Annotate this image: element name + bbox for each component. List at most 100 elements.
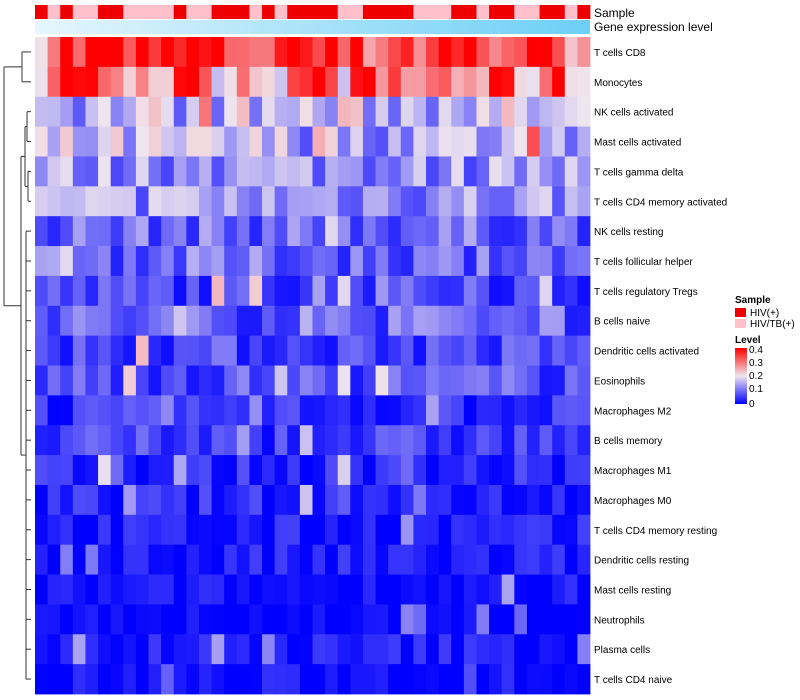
heatmap-cell xyxy=(123,216,137,247)
heatmap-cell xyxy=(552,634,566,665)
heatmap-cell xyxy=(262,335,276,366)
heatmap-cell xyxy=(123,37,137,68)
heatmap-cell xyxy=(110,425,124,456)
heatmap-cell xyxy=(274,37,288,68)
heatmap-cell xyxy=(362,514,376,546)
heatmap-cell xyxy=(211,455,225,486)
heatmap-cell xyxy=(299,664,313,695)
heatmap-cell xyxy=(274,275,288,307)
heatmap-cell xyxy=(337,514,351,546)
heatmap-cell xyxy=(85,66,99,98)
row-label: Macrophages M0 xyxy=(594,496,672,507)
heatmap-cell xyxy=(413,216,427,247)
heatmap-cell xyxy=(173,156,187,187)
row-label: Monocytes xyxy=(594,78,642,89)
heatmap-cell xyxy=(186,574,200,605)
row-label: Mast cells resting xyxy=(594,585,671,596)
heatmap-cell xyxy=(438,96,452,127)
heatmap-cell xyxy=(388,544,402,575)
heatmap-cell xyxy=(350,604,364,635)
heatmap-cell xyxy=(274,66,288,98)
heatmap-cell xyxy=(564,484,578,516)
heatmap-cell xyxy=(577,425,591,456)
heatmap-cell xyxy=(35,37,49,68)
heatmap-cell xyxy=(236,275,250,307)
heatmap-cell xyxy=(325,455,339,486)
heatmap-cell xyxy=(337,66,351,98)
sample-annotation-cell xyxy=(123,5,137,19)
heatmap-cell xyxy=(236,484,250,516)
heatmap-cell xyxy=(123,305,137,337)
sample-annotation-cell xyxy=(362,5,376,19)
heatmap-cell xyxy=(350,305,364,337)
heatmap-cell xyxy=(388,335,402,366)
heatmap-cell xyxy=(325,425,339,456)
heatmap-cell xyxy=(463,544,477,575)
heatmap-cell xyxy=(325,664,339,695)
sample-annotation-cell xyxy=(135,5,149,19)
heatmap-cell xyxy=(224,186,238,217)
heatmap-cell xyxy=(35,455,49,486)
heatmap-cell xyxy=(539,574,553,605)
heatmap-cell xyxy=(413,37,427,68)
heatmap-cell xyxy=(135,365,149,396)
heatmap-cell xyxy=(325,365,339,396)
heatmap-cell xyxy=(489,186,503,217)
heatmap-cell xyxy=(249,634,263,665)
heatmap-cell xyxy=(110,395,124,426)
heatmap-cell xyxy=(173,544,187,575)
heatmap-cell xyxy=(350,664,364,695)
heatmap-cell xyxy=(375,216,389,247)
heatmap-cell xyxy=(60,335,74,366)
heatmap-cell xyxy=(362,335,376,366)
heatmap-cell xyxy=(60,216,74,247)
heatmap-cell xyxy=(526,634,540,665)
heatmap-cell xyxy=(72,455,86,486)
heatmap-cell xyxy=(337,604,351,635)
heatmap-cell xyxy=(337,186,351,217)
heatmap-cell xyxy=(388,96,402,127)
heatmap-cell xyxy=(161,156,175,187)
heatmap-cell xyxy=(501,96,515,127)
heatmap-cell xyxy=(526,37,540,68)
heatmap-cell xyxy=(287,246,301,277)
heatmap-cell xyxy=(375,126,389,157)
heatmap-cell xyxy=(236,395,250,426)
heatmap-cell xyxy=(337,126,351,157)
heatmap-cell xyxy=(262,484,276,516)
heatmap-cell xyxy=(262,66,276,98)
heatmap-cell xyxy=(539,96,553,127)
heatmap-cell xyxy=(47,186,61,217)
heatmap-cell xyxy=(35,126,49,157)
heatmap-cell xyxy=(47,246,61,277)
heatmap-cell xyxy=(72,275,86,307)
heatmap-cell xyxy=(135,544,149,575)
heatmap-cell xyxy=(451,604,465,635)
heatmap-cell xyxy=(161,365,175,396)
heatmap-cell xyxy=(388,365,402,396)
heatmap-cell xyxy=(413,455,427,486)
heatmap-cell xyxy=(577,335,591,366)
heatmap-cell xyxy=(539,425,553,456)
heatmap-cell xyxy=(148,126,162,157)
heatmap-cell xyxy=(35,574,49,605)
heatmap-cell xyxy=(85,186,99,217)
heatmap-cell xyxy=(426,634,440,665)
heatmap-cell xyxy=(98,126,112,157)
heatmap-cell xyxy=(514,574,528,605)
heatmap-cell xyxy=(501,126,515,157)
heatmap-cell xyxy=(198,186,212,217)
heatmap-cell xyxy=(400,544,414,575)
heatmap-cell xyxy=(211,156,225,187)
heatmap-cell xyxy=(413,186,427,217)
heatmap-cell xyxy=(148,335,162,366)
heatmap-cell xyxy=(110,514,124,546)
heatmap-cell xyxy=(514,126,528,157)
heatmap-cell xyxy=(489,604,503,635)
heatmap-cell xyxy=(60,186,74,217)
legend-level-colorbar xyxy=(735,348,747,404)
heatmap-cell xyxy=(489,664,503,695)
heatmap-cell xyxy=(552,216,566,247)
heatmap-cell xyxy=(198,514,212,546)
heatmap-cell xyxy=(413,664,427,695)
